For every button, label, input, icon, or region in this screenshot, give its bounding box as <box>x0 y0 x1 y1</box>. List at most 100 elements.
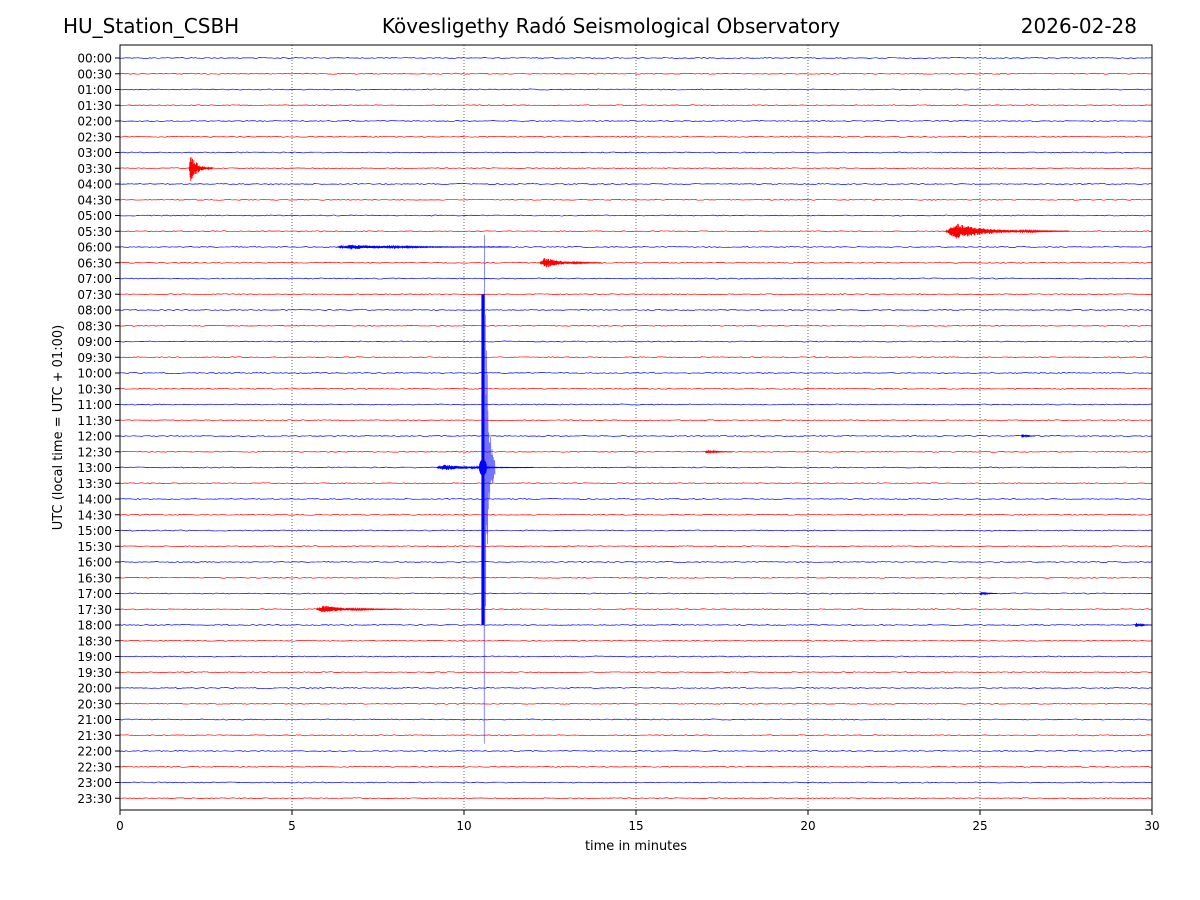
grid-lines <box>291 45 981 810</box>
trace-1900 <box>119 655 1153 658</box>
y-tick-label: 10:30 <box>77 382 112 396</box>
x-tick-label: 20 <box>800 819 815 833</box>
y-tick-label: 13:30 <box>77 477 112 491</box>
plot-date: 2026-02-28 <box>1020 14 1137 38</box>
y-tick-label: 11:00 <box>77 398 112 412</box>
y-tick-label: 16:30 <box>77 571 112 585</box>
y-tick-label: 12:00 <box>77 430 112 444</box>
y-tick-label: 15:00 <box>77 524 112 538</box>
trace-1600 <box>119 561 1153 563</box>
trace-0100 <box>119 88 1153 91</box>
y-tick-label: 22:30 <box>77 760 112 774</box>
y-tick-label: 23:30 <box>77 792 112 806</box>
y-tick-label: 17:30 <box>77 603 112 617</box>
trace-1230 <box>119 450 1153 453</box>
trace-2130 <box>119 734 1153 737</box>
trace-0200 <box>119 120 1153 122</box>
y-tick-label: 19:00 <box>77 650 112 664</box>
trace-1630 <box>119 576 1153 579</box>
trace-1530 <box>119 545 1153 548</box>
y-tick-label: 22:00 <box>77 745 112 759</box>
y-tick-label: 00:30 <box>77 67 112 81</box>
trace-0230 <box>119 135 1153 138</box>
trace-1830 <box>119 639 1153 642</box>
trace-group <box>119 57 1153 800</box>
trace-1430 <box>119 513 1153 516</box>
trace-1330 <box>119 482 1153 485</box>
y-tick-label: 11:30 <box>77 414 112 428</box>
x-tick-label: 0 <box>116 819 124 833</box>
trace-1200 <box>119 435 1153 437</box>
y-tick-label: 23:00 <box>77 776 112 790</box>
trace-0300 <box>119 151 1153 154</box>
x-tick-label: 15 <box>628 819 643 833</box>
y-tick-label: 15:30 <box>77 540 112 554</box>
y-tick-label: 07:30 <box>77 288 112 302</box>
trace-1800 <box>119 624 1153 626</box>
y-tick-label: 20:00 <box>77 682 112 696</box>
event-5 <box>436 464 533 470</box>
y-tick-label: 05:30 <box>77 225 112 239</box>
y-tick-label: 21:30 <box>77 729 112 743</box>
trace-2230 <box>119 765 1153 768</box>
trace-1300 <box>119 466 1153 469</box>
event-9 <box>704 449 733 455</box>
y-axis-label: UTC (local time = UTC + 01:00) <box>51 325 66 530</box>
x-axis-label: time in minutes <box>585 839 687 854</box>
trace-2100 <box>119 718 1152 721</box>
y-tick-label: 05:00 <box>77 209 112 223</box>
event-8 <box>1020 434 1036 439</box>
trace-0130 <box>119 104 1153 107</box>
event-7 <box>1134 622 1153 628</box>
y-tick-label: 00:00 <box>77 52 112 66</box>
x-tick-label: 5 <box>288 819 296 833</box>
y-tick-label: 13:00 <box>77 461 112 475</box>
y-tick-label: 06:00 <box>77 241 112 255</box>
event-group <box>188 157 1153 744</box>
x-axis: 0 5 10 15 20 25 30 <box>116 810 1160 833</box>
y-tick-label: 02:30 <box>77 130 112 144</box>
y-tick-label: 02:00 <box>77 115 112 129</box>
y-tick-label: 18:00 <box>77 619 112 633</box>
trace-0700 <box>119 277 1153 280</box>
event-4 <box>482 234 496 744</box>
x-tick-label: 25 <box>972 819 987 833</box>
y-tick-label: 06:30 <box>77 256 112 270</box>
trace-0600 <box>119 246 1153 248</box>
event-10 <box>979 591 998 596</box>
trace-0900 <box>119 340 1153 343</box>
event-0 <box>188 157 214 182</box>
y-tick-label: 01:00 <box>77 83 112 97</box>
y-tick-label: 09:00 <box>77 335 112 349</box>
y-tick-label: 19:30 <box>77 666 112 680</box>
trace-1100 <box>119 403 1153 406</box>
trace-0800 <box>119 309 1153 311</box>
observatory-title: Kövesligethy Radó Seismological Observat… <box>381 14 841 38</box>
event-1 <box>945 223 1070 239</box>
station-name: HU_Station_CSBH <box>63 14 240 38</box>
trace-2330 <box>119 797 1153 800</box>
trace-1030 <box>119 387 1153 390</box>
trace-0400 <box>119 183 1153 185</box>
x-tick-label: 30 <box>1144 819 1159 833</box>
event-6 <box>315 605 403 613</box>
trace-0500 <box>119 214 1153 217</box>
trace-1500 <box>119 529 1153 532</box>
trace-0430 <box>119 198 1153 201</box>
trace-0330 <box>119 167 1153 170</box>
trace-0000 <box>119 57 1153 59</box>
x-tick-label: 10 <box>456 819 471 833</box>
y-tick-label: 12:30 <box>77 445 112 459</box>
y-tick-label: 07:00 <box>77 272 112 286</box>
y-tick-label: 04:00 <box>77 178 112 192</box>
trace-2300 <box>119 781 1153 784</box>
trace-2030 <box>119 702 1153 705</box>
y-tick-label: 17:00 <box>77 587 112 601</box>
y-tick-label: 16:00 <box>77 556 112 570</box>
y-tick-label: 20:30 <box>77 697 112 711</box>
event-3 <box>539 258 602 268</box>
trace-1730 <box>119 608 1153 611</box>
y-tick-label: 08:30 <box>77 319 112 333</box>
y-tick-label: 10:00 <box>77 367 112 381</box>
